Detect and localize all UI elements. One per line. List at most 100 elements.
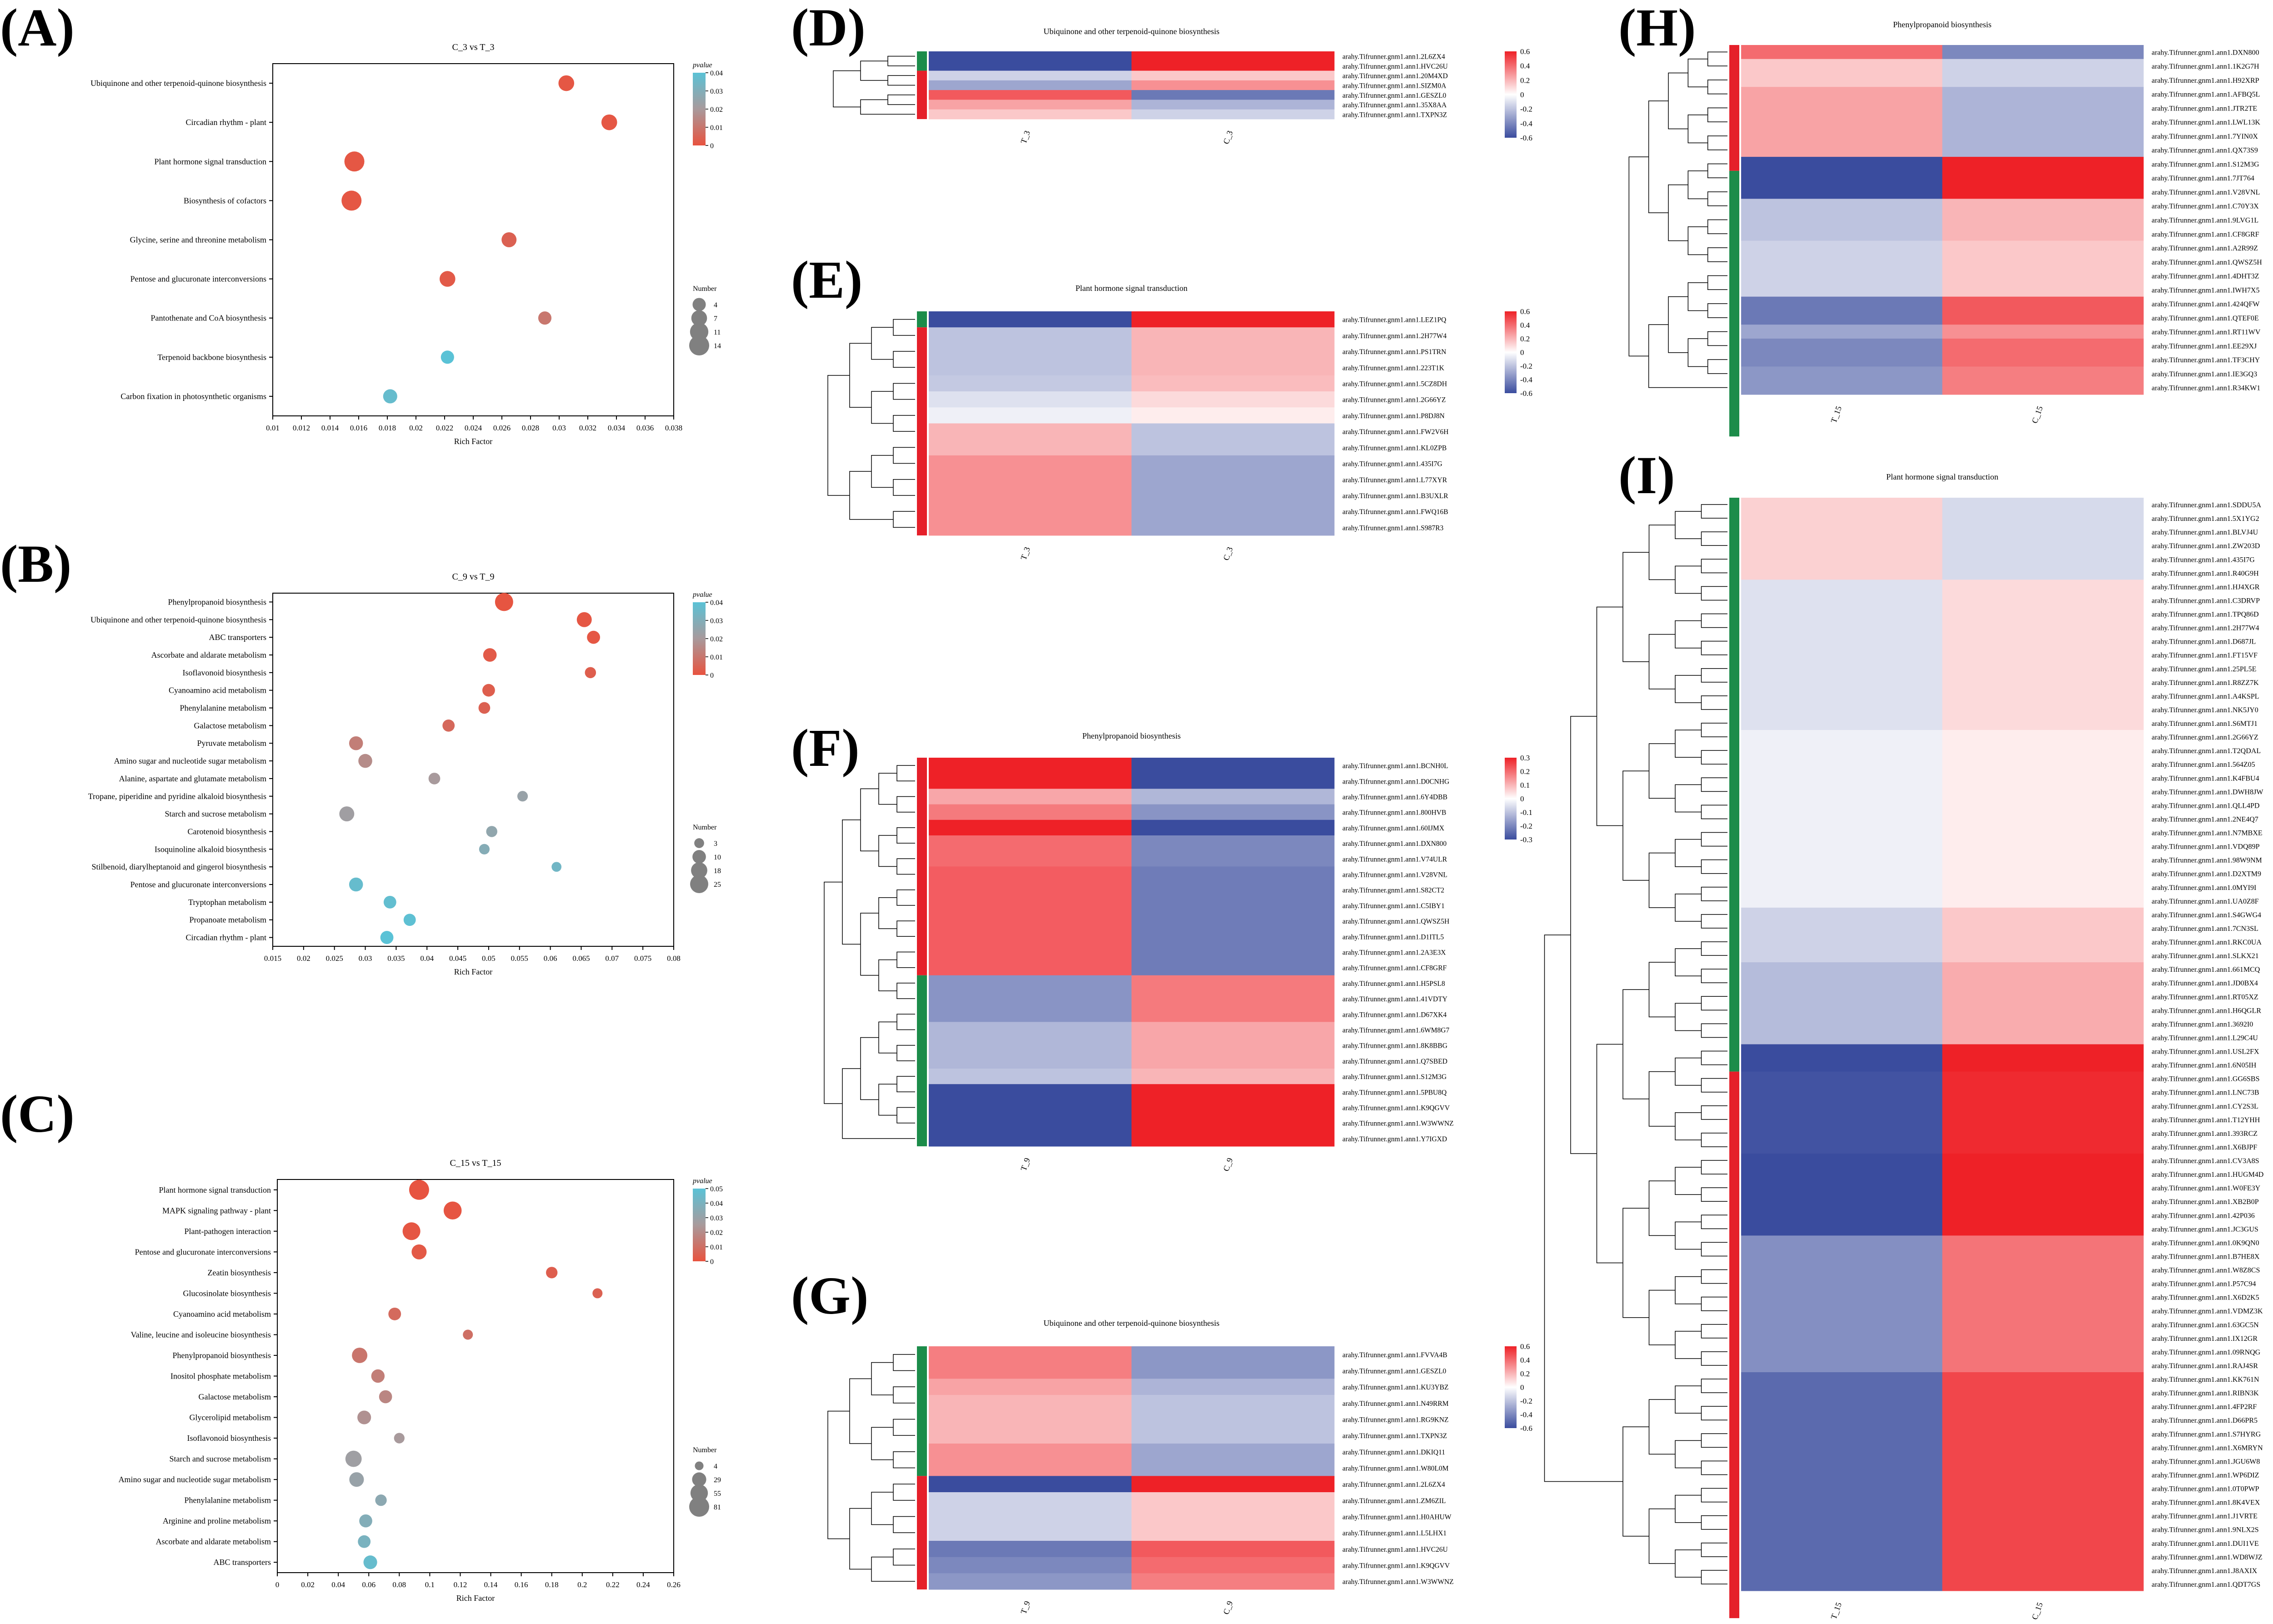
heatmap-cell [1131, 758, 1335, 774]
x-tick-label: 0.032 [579, 424, 596, 432]
row-label: arahy.Tifrunner.gnm1.ann1.H0AHUW [1342, 1514, 1452, 1521]
chart-title: Plant hormone signal transduction [1886, 472, 1998, 481]
heatmap-cell [1942, 730, 2144, 744]
colorbar-tick-label: 0 [710, 142, 714, 150]
heatmap-cell [1942, 1208, 2144, 1222]
heatmap-cell [1942, 1058, 2144, 1072]
x-tick-label: 0.016 [350, 424, 367, 432]
row-label: arahy.Tifrunner.gnm1.ann1.2H77W4 [1342, 332, 1447, 340]
scale-tick-label: 0 [1520, 795, 1524, 803]
heatmap-cell [1942, 894, 2144, 908]
heatmap-cell [1942, 648, 2144, 662]
data-point [358, 1535, 371, 1548]
heatmap-cell [929, 929, 1132, 944]
heatmap-cell [1942, 101, 2144, 115]
data-point [587, 630, 600, 644]
heatmap-cell [1131, 835, 1335, 851]
heatmap-cell [1942, 1317, 2144, 1332]
row-label: arahy.Tifrunner.gnm1.ann1.H6QGLR [2152, 1007, 2261, 1014]
heatmap-cell [1741, 812, 1943, 826]
row-label: arahy.Tifrunner.gnm1.ann1.RT11WV [2152, 329, 2261, 336]
color-scale [1505, 1346, 1517, 1428]
row-label: arahy.Tifrunner.gnm1.ann1.2G66YZ [1342, 396, 1446, 404]
size-legend-label: 4 [714, 1463, 717, 1470]
heatmap-cell [1741, 1099, 1943, 1113]
heatmap-cell [1942, 296, 2144, 311]
heatmap-cell [1942, 976, 2144, 990]
size-legend-title: Number [693, 285, 717, 293]
heatmap-cell [1131, 90, 1335, 100]
data-point [339, 806, 355, 822]
x-tick-label: 0.1 [425, 1580, 435, 1589]
heatmap-cell [929, 487, 1132, 504]
colorbar [693, 1189, 706, 1261]
row-label: arahy.Tifrunner.gnm1.ann1.FT15VF [2152, 652, 2258, 660]
row-label: arahy.Tifrunner.gnm1.ann1.QWSZ5H [1342, 918, 1449, 925]
row-label: arahy.Tifrunner.gnm1.ann1.435I7G [2152, 556, 2255, 564]
size-legend-marker [692, 850, 706, 864]
y-tick-label: Galactose metabolism [199, 1392, 271, 1401]
heatmap-cell [1741, 634, 1943, 649]
heatmap-cell [1741, 498, 1943, 512]
heatmap-cell [1942, 620, 2144, 635]
data-point [388, 1307, 401, 1320]
heatmap-cell [1741, 129, 1943, 143]
chart-title: C_15 vs T_15 [450, 1158, 501, 1168]
row-label: arahy.Tifrunner.gnm1.ann1.H5PSL8 [1342, 980, 1445, 988]
y-tick-label: Phenylpropanoid biosynthesis [173, 1351, 271, 1360]
row-label: arahy.Tifrunner.gnm1.ann1.QX73S9 [2152, 147, 2258, 155]
heatmap-cell [929, 1573, 1132, 1590]
row-label: arahy.Tifrunner.gnm1.ann1.6N05IH [2152, 1062, 2257, 1069]
heatmap-cell [1942, 352, 2144, 367]
heatmap-cell [929, 407, 1132, 424]
row-label: arahy.Tifrunner.gnm1.ann1.8K8BBG [1342, 1042, 1447, 1050]
data-point [349, 736, 363, 750]
heatmap-cell [1741, 380, 1943, 395]
row-label: arahy.Tifrunner.gnm1.ann1.BCNH0L [1342, 762, 1448, 770]
heatmap-cell [1741, 552, 1943, 566]
heatmap-cell [1942, 1126, 2144, 1140]
heatmap-cell [1942, 498, 2144, 512]
heatmap-cell [1741, 825, 1943, 840]
row-label: arahy.Tifrunner.gnm1.ann1.QWSZ5H [2152, 259, 2262, 266]
heatmap-cell [929, 851, 1132, 867]
y-tick-label: Pentose and glucuronate interconversions [130, 880, 266, 889]
heatmap-cell [929, 991, 1132, 1007]
heatmap-cell [1741, 1495, 1943, 1509]
heatmap-cell [929, 789, 1132, 805]
row-label: arahy.Tifrunner.gnm1.ann1.X6MRYN [2152, 1444, 2263, 1452]
x-tick-label: 0.065 [572, 954, 590, 963]
heatmap-cell [1131, 1084, 1335, 1100]
dendrogram-branch [1707, 51, 1727, 66]
heatmap-cell [1741, 199, 1943, 213]
row-label: arahy.Tifrunner.gnm1.ann1.D2XTM9 [2152, 870, 2261, 878]
data-point [551, 862, 562, 872]
heatmap-cell [929, 1541, 1132, 1558]
heatmap-cell [1942, 1139, 2144, 1154]
heatmap-cell [1942, 1304, 2144, 1318]
heatmap-cell [1942, 839, 2144, 854]
panel-label-d: (D) [791, 0, 866, 57]
row-label: arahy.Tifrunner.gnm1.ann1.R8ZZ7K [2152, 679, 2259, 687]
heatmap-cell [929, 375, 1132, 392]
heatmap-cell [1942, 1181, 2144, 1195]
heatmap-cell [1741, 716, 1943, 730]
row-label: arahy.Tifrunner.gnm1.ann1.D67XK4 [1342, 1011, 1447, 1019]
heatmap-cell [1741, 1235, 1943, 1249]
heatmap-cell [1741, 757, 1943, 771]
heatmap-cell [929, 391, 1132, 408]
heatmap-cell [1942, 907, 2144, 922]
scale-tick-label: 0.3 [1520, 754, 1530, 762]
heatmap-I: Plant hormone signal transduction arahy.T… [1544, 472, 2263, 1621]
data-point [501, 232, 517, 247]
heatmap-cell [1131, 100, 1335, 110]
row-label: arahy.Tifrunner.gnm1.ann1.B7HE8X [2152, 1253, 2260, 1260]
data-point [428, 773, 441, 785]
data-point [352, 1348, 368, 1363]
heatmap-cell [1741, 921, 1943, 935]
heatmap-cell [1131, 359, 1335, 376]
heatmap-cell [1741, 839, 1943, 854]
x-tick-label: 0.034 [608, 424, 626, 432]
row-label: arahy.Tifrunner.gnm1.ann1.X6BJPF [2152, 1144, 2257, 1151]
color-scale [1505, 311, 1517, 393]
